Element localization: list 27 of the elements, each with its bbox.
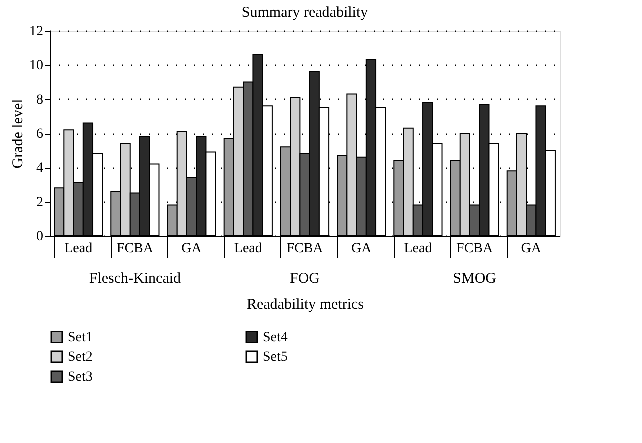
y-tick-label: 2 [36, 195, 44, 210]
legend-label: Set5 [263, 350, 288, 365]
text: FOG [290, 271, 320, 287]
y-tick-label: 0 [36, 230, 44, 244]
x-tick-label: GA [521, 242, 542, 256]
x-axis-title: Readability metrics [246, 297, 364, 313]
legend-label: Set1 [68, 330, 93, 346]
y-tick-label: 4 [36, 161, 44, 176]
y-tick-label: 12 [30, 24, 44, 40]
y-tick-label: 8 [36, 92, 44, 108]
x-tick-label: Lead [404, 242, 432, 256]
x-tick-label: FCBA [456, 242, 494, 256]
x-tick-label: GA [182, 242, 203, 256]
y-axis-title: Grade level [10, 99, 26, 169]
x-tick-label: GA [351, 242, 373, 256]
x-tick-label: FCBA [116, 242, 154, 256]
y-tick-label: 6 [36, 127, 44, 142]
legend-label: Set2 [68, 350, 93, 365]
x-tick-label: FCBA [286, 242, 324, 256]
text: SMOG [453, 271, 497, 287]
x-tick-label: Lead [64, 242, 93, 256]
legend-label: Set4 [263, 330, 288, 346]
chart-title: Summary readability [242, 5, 369, 21]
x-tick-label: Lead [234, 242, 262, 256]
legend-label: Set3 [68, 370, 93, 385]
text: Flesch-Kincaid [89, 271, 182, 287]
y-tick-label: 10 [30, 58, 44, 74]
